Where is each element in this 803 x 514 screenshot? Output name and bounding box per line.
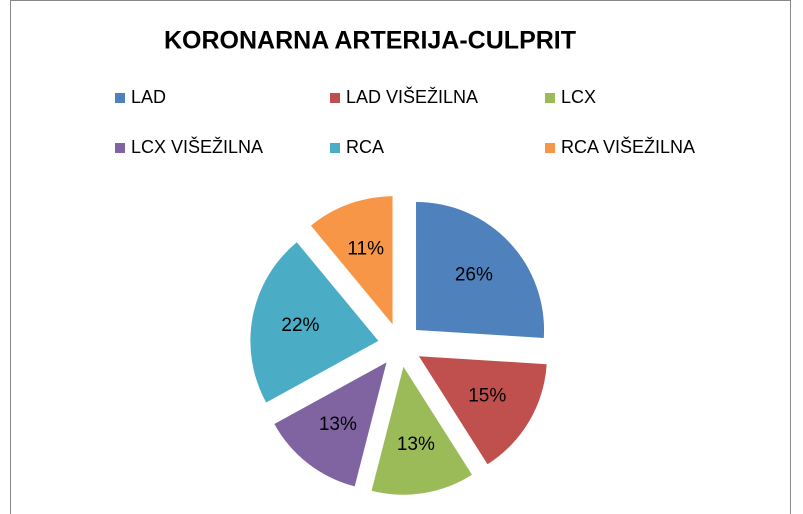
legend-swatch bbox=[545, 143, 555, 153]
data-label: 11% bbox=[347, 239, 384, 260]
legend-label: LAD bbox=[131, 87, 166, 107]
legend-swatch bbox=[330, 93, 340, 103]
data-label: 13% bbox=[397, 434, 435, 455]
legend-label: RCA bbox=[346, 137, 384, 157]
legend-swatch bbox=[115, 93, 125, 103]
legend-label: LCX VIŠEŽILNA bbox=[131, 136, 263, 157]
data-label: 15% bbox=[468, 386, 506, 407]
legend-swatch bbox=[545, 93, 555, 103]
legend-swatch bbox=[115, 143, 125, 153]
pie-slice bbox=[310, 196, 393, 325]
pie-slice bbox=[274, 362, 387, 487]
pie-slice bbox=[416, 201, 545, 338]
data-label: 13% bbox=[319, 414, 357, 435]
pie-slice bbox=[371, 366, 473, 495]
pie-slice bbox=[418, 356, 547, 465]
chart-title: KORONARNA ARTERIJA-CULPRIT bbox=[164, 27, 576, 55]
legend-label: LAD VIŠEŽILNA bbox=[346, 86, 478, 107]
pie-slice bbox=[250, 242, 379, 403]
data-label: 22% bbox=[281, 315, 319, 336]
data-label: 26% bbox=[455, 265, 493, 286]
legend-label: RCA VIŠEŽILNA bbox=[561, 136, 695, 157]
legend-swatch bbox=[330, 143, 340, 153]
legend-label: LCX bbox=[561, 87, 596, 107]
